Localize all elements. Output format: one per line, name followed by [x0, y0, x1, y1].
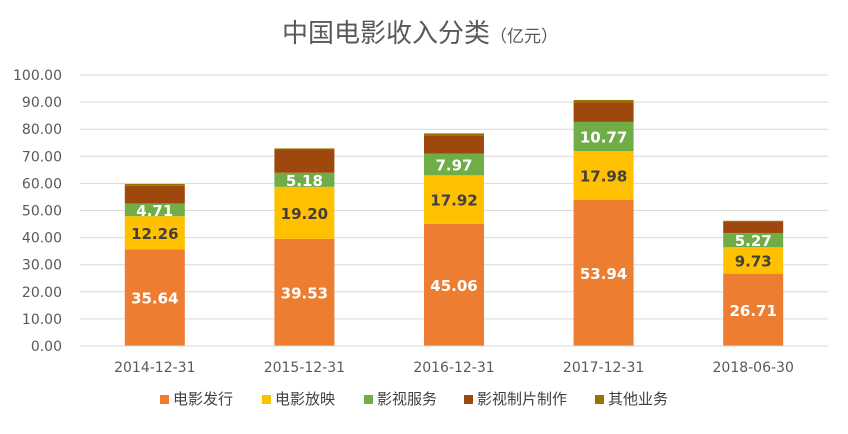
- data-label: 4.71: [136, 202, 173, 220]
- x-tick-label: 2014-12-31: [114, 360, 195, 376]
- legend: 电影发行 电影放映 影视服务 影视制片制作 其他业务: [160, 390, 668, 408]
- data-label: 35.64: [131, 290, 178, 308]
- bar-segment: [573, 151, 634, 200]
- data-label: 17.92: [430, 192, 477, 210]
- legend-swatch: [160, 395, 169, 404]
- bar-segment: [274, 149, 335, 173]
- bar-segment: [124, 203, 185, 217]
- y-tick-label: 30.00: [22, 258, 62, 274]
- data-label: 45.06: [430, 277, 477, 295]
- data-label: 9.73: [735, 252, 772, 270]
- data-label: 39.53: [281, 284, 328, 302]
- y-tick-label: 100.00: [13, 68, 62, 84]
- data-label: 10.77: [580, 129, 627, 147]
- y-tick-label: 40.00: [22, 231, 62, 247]
- bar-segment: [274, 172, 335, 187]
- bar-segment: [424, 133, 484, 136]
- y-tick-label: 10.00: [22, 312, 62, 328]
- y-tick-label: 50.00: [22, 204, 62, 220]
- chart-title-text: 中国电影收入分类: [282, 19, 490, 49]
- bar-segment: [274, 238, 335, 346]
- legend-label: 影视制片制作: [477, 390, 567, 408]
- y-axis: 0.00 10.00 20.00 30.00 40.00 50.00 60.00 70.00 8…: [13, 68, 62, 355]
- x-axis: 2014-12-31 2015-12-31 2016-12-31 2017-12-31…: [80, 345, 828, 376]
- bar-segment: [723, 273, 784, 346]
- bar-segment: [124, 249, 185, 346]
- y-tick-label: 20.00: [22, 285, 62, 301]
- x-tick-label: 2015-12-31: [264, 360, 345, 376]
- bar-segment: [573, 121, 634, 152]
- bar-segment: [573, 102, 634, 122]
- bar-segment: [274, 186, 335, 239]
- bar-segment: [124, 216, 185, 250]
- y-tick-label: 80.00: [22, 122, 62, 138]
- bar-segment: [573, 99, 634, 103]
- x-tick-label: 2018-06-30: [713, 360, 794, 376]
- data-label: 53.94: [580, 265, 627, 283]
- bar-segment: [124, 185, 185, 204]
- bar-segment: [424, 135, 484, 154]
- legend-label: 电影发行: [173, 390, 233, 408]
- bar-segment: [124, 183, 185, 186]
- bars: [124, 99, 784, 346]
- data-label: 12.26: [131, 225, 178, 243]
- y-tick-label: 70.00: [22, 149, 62, 165]
- data-label: 5.27: [735, 232, 772, 250]
- bar-segment: [723, 247, 784, 274]
- legend-swatch: [595, 395, 604, 404]
- y-tick-label: 0.00: [31, 339, 62, 355]
- chart-title-unit: （亿元）: [490, 27, 558, 47]
- bar-segment: [723, 220, 784, 222]
- bar-segment: [274, 148, 335, 150]
- bar-segment: [723, 221, 784, 233]
- legend-swatch: [364, 395, 373, 404]
- legend-label: 电影放映: [275, 390, 335, 408]
- y-tick-label: 60.00: [22, 176, 62, 192]
- data-label: 26.71: [729, 302, 776, 320]
- chart-title: 中国电影收入分类 （亿元）: [282, 19, 558, 49]
- legend-label: 其他业务: [608, 390, 668, 408]
- bar-segment: [723, 232, 784, 248]
- x-tick-label: 2017-12-31: [563, 360, 644, 376]
- legend-swatch: [262, 395, 271, 404]
- bar-segment: [424, 153, 484, 176]
- legend-label: 影视服务: [377, 390, 437, 408]
- legend-swatch: [464, 395, 473, 404]
- data-label: 7.97: [435, 157, 472, 175]
- data-label: 17.98: [580, 167, 627, 185]
- data-labels: 35.64 12.26 4.71 39.53 19.20 5.18 45.06 17.92 7.…: [131, 129, 777, 320]
- bar-segment: [424, 223, 484, 346]
- data-label: 5.18: [286, 172, 323, 190]
- bar-segment: [424, 175, 484, 224]
- data-label: 19.20: [281, 205, 328, 223]
- bar-segment: [573, 199, 634, 346]
- y-tick-label: 90.00: [22, 95, 62, 111]
- x-tick-label: 2016-12-31: [413, 360, 494, 376]
